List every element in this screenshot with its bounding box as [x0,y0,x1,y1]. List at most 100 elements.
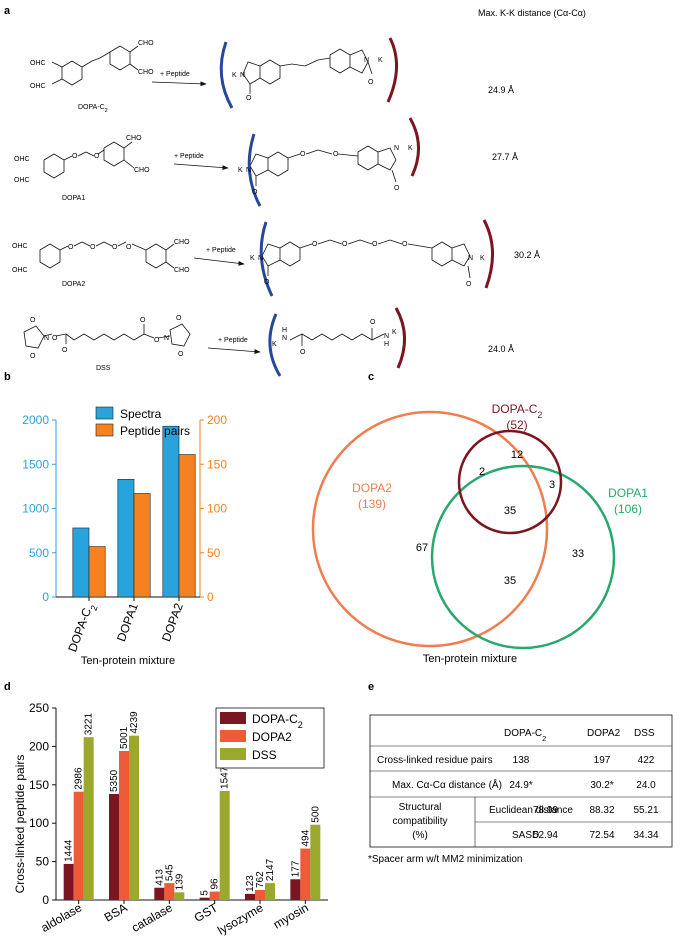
legend-swatch [220,730,246,742]
data-label: 545 [164,864,175,881]
row-label-structural: compatibility [392,816,447,827]
svg-text:O: O [90,244,96,251]
svg-text:O: O [30,317,36,324]
data-label: 5 [200,890,211,896]
bar-peptide-pairs [178,454,196,598]
svg-text:O: O [94,153,100,160]
svg-text:O: O [62,347,68,354]
svg-text:O: O [466,281,472,288]
bar-dss [174,892,185,900]
tick-label-left: 0 [42,590,49,604]
svg-text:O: O [333,151,339,158]
bar-dopa2 [300,848,311,900]
svg-text:O: O [370,319,376,326]
bar-spectra [72,527,90,598]
cell: 422 [638,755,655,766]
svg-text:O: O [312,241,318,248]
svg-text:CHO: CHO [138,40,154,47]
distance-dopa-c2: 24.9 Å [488,85,514,95]
svg-text:N: N [258,255,263,262]
cell: 52.94 [533,830,558,841]
row-label-crosslinked: Cross-linked residue pairs [377,755,493,766]
svg-text:OHC: OHC [30,83,46,90]
row-label-euclid: Euclidean distance [489,805,573,816]
bar-dopa-c2 [290,879,301,900]
cell: 138 [513,755,530,766]
bar-dopa-c2 [109,794,119,900]
svg-text:H: H [384,341,389,348]
svg-text:CHO: CHO [174,239,190,246]
data-label: 139 [174,873,185,890]
data-label: 96 [210,878,221,890]
table-col-dss: DSS [634,728,655,739]
cell: 78.99 [533,805,558,816]
svg-text:K: K [238,167,243,174]
svg-text:K: K [480,255,485,262]
svg-text:N: N [44,335,49,342]
svg-text:CHO: CHO [134,167,150,174]
bar-dopa2 [255,890,265,900]
data-label: 123 [245,875,256,892]
data-label: 1547 [220,766,231,789]
svg-text:CHO: CHO [174,267,190,274]
row4-atom-labels: O O N O O O O N O O K N H O O N H K [30,315,397,360]
category-label: DOPA-C2 [65,601,99,655]
tick-label-left: 500 [29,546,49,560]
data-label: 494 [300,829,311,846]
data-label: 1444 [64,839,75,862]
legend-swatch [220,748,246,760]
bar-dss [265,883,275,900]
bar-dss [219,790,230,900]
data-label: 762 [255,871,266,888]
tick-label-right: 150 [207,457,227,471]
svg-text:O: O [176,315,182,322]
scheme-row-dopa-c2 [51,45,373,94]
row-label-sasd: SASD [512,830,539,841]
bar-dopa-c2 [245,893,255,900]
svg-text:K: K [272,341,277,348]
data-label: 4239 [129,711,140,734]
svg-text:CHO: CHO [126,135,142,142]
reagent-label-dss: DSS [96,365,111,372]
reagent-label-dopa2: DOPA2 [62,281,85,288]
svg-text:N: N [468,255,473,262]
chart-d: 0 50 100 150 200 250 Cross-linked peptide pair… [13,701,328,938]
legend-label: Spectra [120,407,162,421]
svg-text:O: O [342,241,348,248]
svg-text:K: K [408,145,413,152]
category-label: BSA [102,900,130,924]
venn-circle-dopa1 [430,464,616,650]
venn-region-all: 35 [504,505,516,517]
svg-text:OHC: OHC [12,243,28,250]
svg-text:O: O [68,244,74,251]
cell: 24.9* [509,780,532,791]
bar-spectra [162,425,180,598]
data-label: 413 [154,869,165,886]
venn-diagram: DOPA-C2 (52) DOPA2 (139) DOPA1 (106) 12 … [311,402,648,665]
bar-spectra [117,478,135,598]
row-label-maxdist: Max. Cα-Cα distance (Å) [392,778,502,791]
legend-label: DOPA2 [252,730,292,744]
venn-region-dopa2-only: 67 [416,542,428,554]
svg-text:O: O [140,317,146,324]
svg-text:O: O [300,349,306,356]
arrow-label-4: + Peptide [218,337,248,344]
bar-dopa2 [119,751,129,900]
data-label: 2986 [74,767,85,790]
data-label: 3221 [84,712,95,735]
data-label: 5350 [109,769,120,792]
panel-label-a: a [4,5,11,17]
panel-label-b: b [4,371,11,383]
legend-label: DOPA-C2 [252,712,303,730]
svg-text:K: K [392,329,397,336]
arrow-label-3: + Peptide [206,247,236,254]
row3-atom-labels: OHC OHC CHO CHO O O O O O O O O K N O N … [12,239,485,288]
svg-text:O: O [52,335,58,342]
venn-label-dopa-c2: DOPA-C2 [492,402,543,420]
svg-text:K: K [250,255,255,262]
venn-label-dopa1: DOPA1 [608,486,648,500]
svg-text:OHC: OHC [14,177,30,184]
bar-peptide-pairs [133,493,151,598]
row1-atom-labels: OHC OHC CHO CHO K N O N K O [30,40,383,102]
tick-label-left: 250 [29,701,49,715]
